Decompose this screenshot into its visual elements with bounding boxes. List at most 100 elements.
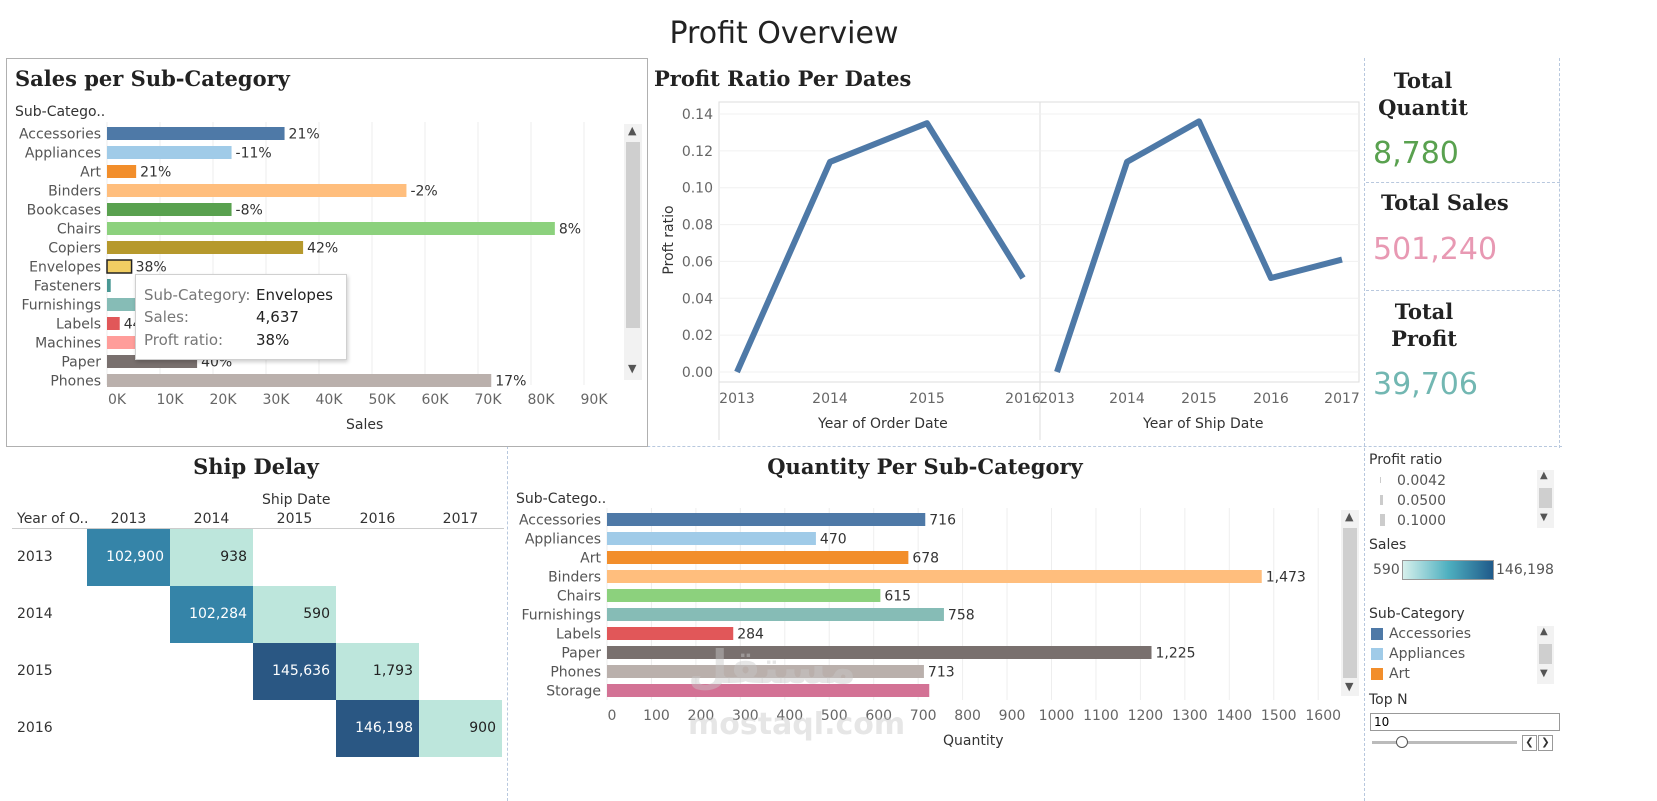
category-label: Art [580,551,601,567]
data-label: 615 [884,589,911,605]
heatmap-cell[interactable]: 145,636 [253,643,336,700]
color-swatch[interactable] [1371,648,1383,660]
heatmap-cell[interactable]: 938 [170,529,253,586]
x-tick-label: 1200 [1128,708,1164,724]
category-label: Storage [546,684,601,700]
scroll-thumb[interactable] [1343,528,1357,678]
y-tick-label: 0.06 [682,254,713,270]
quantity-scrollbar[interactable]: ▲ ▼ [1341,510,1359,696]
color-swatch[interactable] [1371,668,1383,680]
x-tick-label: 700 [910,708,937,724]
legend-label[interactable]: Accessories [1389,626,1472,642]
subcategory-legend-title: Sub-Category [1369,606,1465,622]
heatmap-cell[interactable]: 900 [419,700,502,757]
bar [107,127,285,140]
tooltip-value: 38% [256,331,290,349]
bar [607,589,881,602]
category-label: Chairs [57,222,101,238]
sales-panel[interactable] [6,58,648,447]
sales-color-ramp [1402,560,1494,580]
category-label: Accessories [19,127,101,143]
heatmap-cell[interactable]: 102,284 [170,586,253,643]
x-tick-label: 400 [776,708,803,724]
bar [107,317,120,330]
heatmap-cell[interactable]: 1,793 [336,643,419,700]
x-tick-label: 100 [643,708,670,724]
x-tick-label: 2016 [1005,391,1041,407]
bar [607,551,909,564]
scroll-up-icon[interactable]: ▲ [1540,470,1548,481]
data-label: 678 [912,551,939,567]
top-n-slider-handle[interactable] [1396,736,1408,748]
category-label: Paper [561,646,601,662]
category-label: Bookcases [27,203,101,219]
heatmap-cell[interactable]: 102,900 [87,529,170,586]
bar [607,532,816,545]
category-label: Paper [61,355,101,371]
scroll-down-icon[interactable]: ▼ [628,362,637,375]
x-tick-label: 2013 [719,391,755,407]
scroll-up-icon[interactable]: ▲ [628,124,637,137]
size-swatch [1380,477,1381,483]
category-label: Labels [56,317,101,333]
color-swatch[interactable] [1371,628,1383,640]
x-tick-label: 500 [821,708,848,724]
watermark-logo: مستقل [688,640,857,694]
divider [1559,58,1560,448]
category-label: Fasteners [34,279,101,295]
row-label: 2016 [17,720,53,736]
profit-ratio-scrollbar[interactable]: ▲ ▼ [1537,470,1554,528]
x-tick-label: 50K [369,392,397,408]
row-header: Year of O.. [17,511,89,527]
scroll-thumb[interactable] [626,142,640,328]
top-n-input[interactable] [1370,713,1560,731]
data-label: 38% [136,260,167,276]
slider-prev-button[interactable]: ❮ [1522,735,1537,751]
scroll-down-icon[interactable]: ▼ [1345,680,1354,693]
data-label: 1,225 [1156,646,1196,662]
sales-panel-title: Sales per Sub-Category [15,66,290,91]
row-label: 2013 [17,549,53,565]
category-label: Phones [50,374,101,390]
legend-label[interactable]: Appliances [1389,646,1466,662]
divider [507,446,508,801]
subcategory-scrollbar[interactable]: ▲ ▼ [1537,626,1554,684]
scroll-thumb[interactable] [1539,644,1552,664]
category-label: Chairs [557,589,601,605]
x-tick-label: 2015 [1181,391,1217,407]
heatmap-cell[interactable]: 590 [253,586,336,643]
data-label: 21% [289,127,320,143]
bar [107,241,304,254]
scroll-down-icon[interactable]: ▼ [1540,668,1548,679]
series-line [734,120,1026,374]
top-n-slider-track[interactable] [1372,741,1517,744]
x-tick-label: 2014 [812,391,848,407]
category-label: Furnishings [21,298,101,314]
x-tick-label: 0K [108,392,127,408]
scroll-thumb[interactable] [1539,488,1552,508]
category-label: Phones [550,665,601,681]
category-label: Binders [548,570,601,586]
bar [107,203,232,216]
sales-legend-min: 590 [1373,562,1400,578]
header-rule [12,528,504,529]
profit-ratio-legend-title: Profit ratio [1369,452,1443,468]
kpi-profit-title: Total Profit [1391,299,1457,351]
watermark-text: mostaql.com [688,707,906,742]
heatmap-cell[interactable]: 146,198 [336,700,419,757]
x-tick-label: 2016 [1253,391,1289,407]
scroll-up-icon[interactable]: ▲ [1540,626,1548,637]
slider-next-button[interactable]: ❯ [1538,735,1553,751]
x-tick-label: 1500 [1261,708,1297,724]
scroll-down-icon[interactable]: ▼ [1540,512,1548,523]
data-label: -2% [410,184,437,200]
scroll-up-icon[interactable]: ▲ [1345,510,1354,523]
y-tick-label: 0.14 [682,107,713,123]
legend-label[interactable]: Art [1389,666,1410,682]
bar [607,513,926,526]
quantity-panel-title: Quantity Per Sub-Category [767,454,1083,479]
divider [507,446,1562,447]
sales-scrollbar[interactable]: ▲ ▼ [624,124,642,380]
x-tick-label: 60K [422,392,450,408]
data-label: 1,473 [1266,570,1306,586]
